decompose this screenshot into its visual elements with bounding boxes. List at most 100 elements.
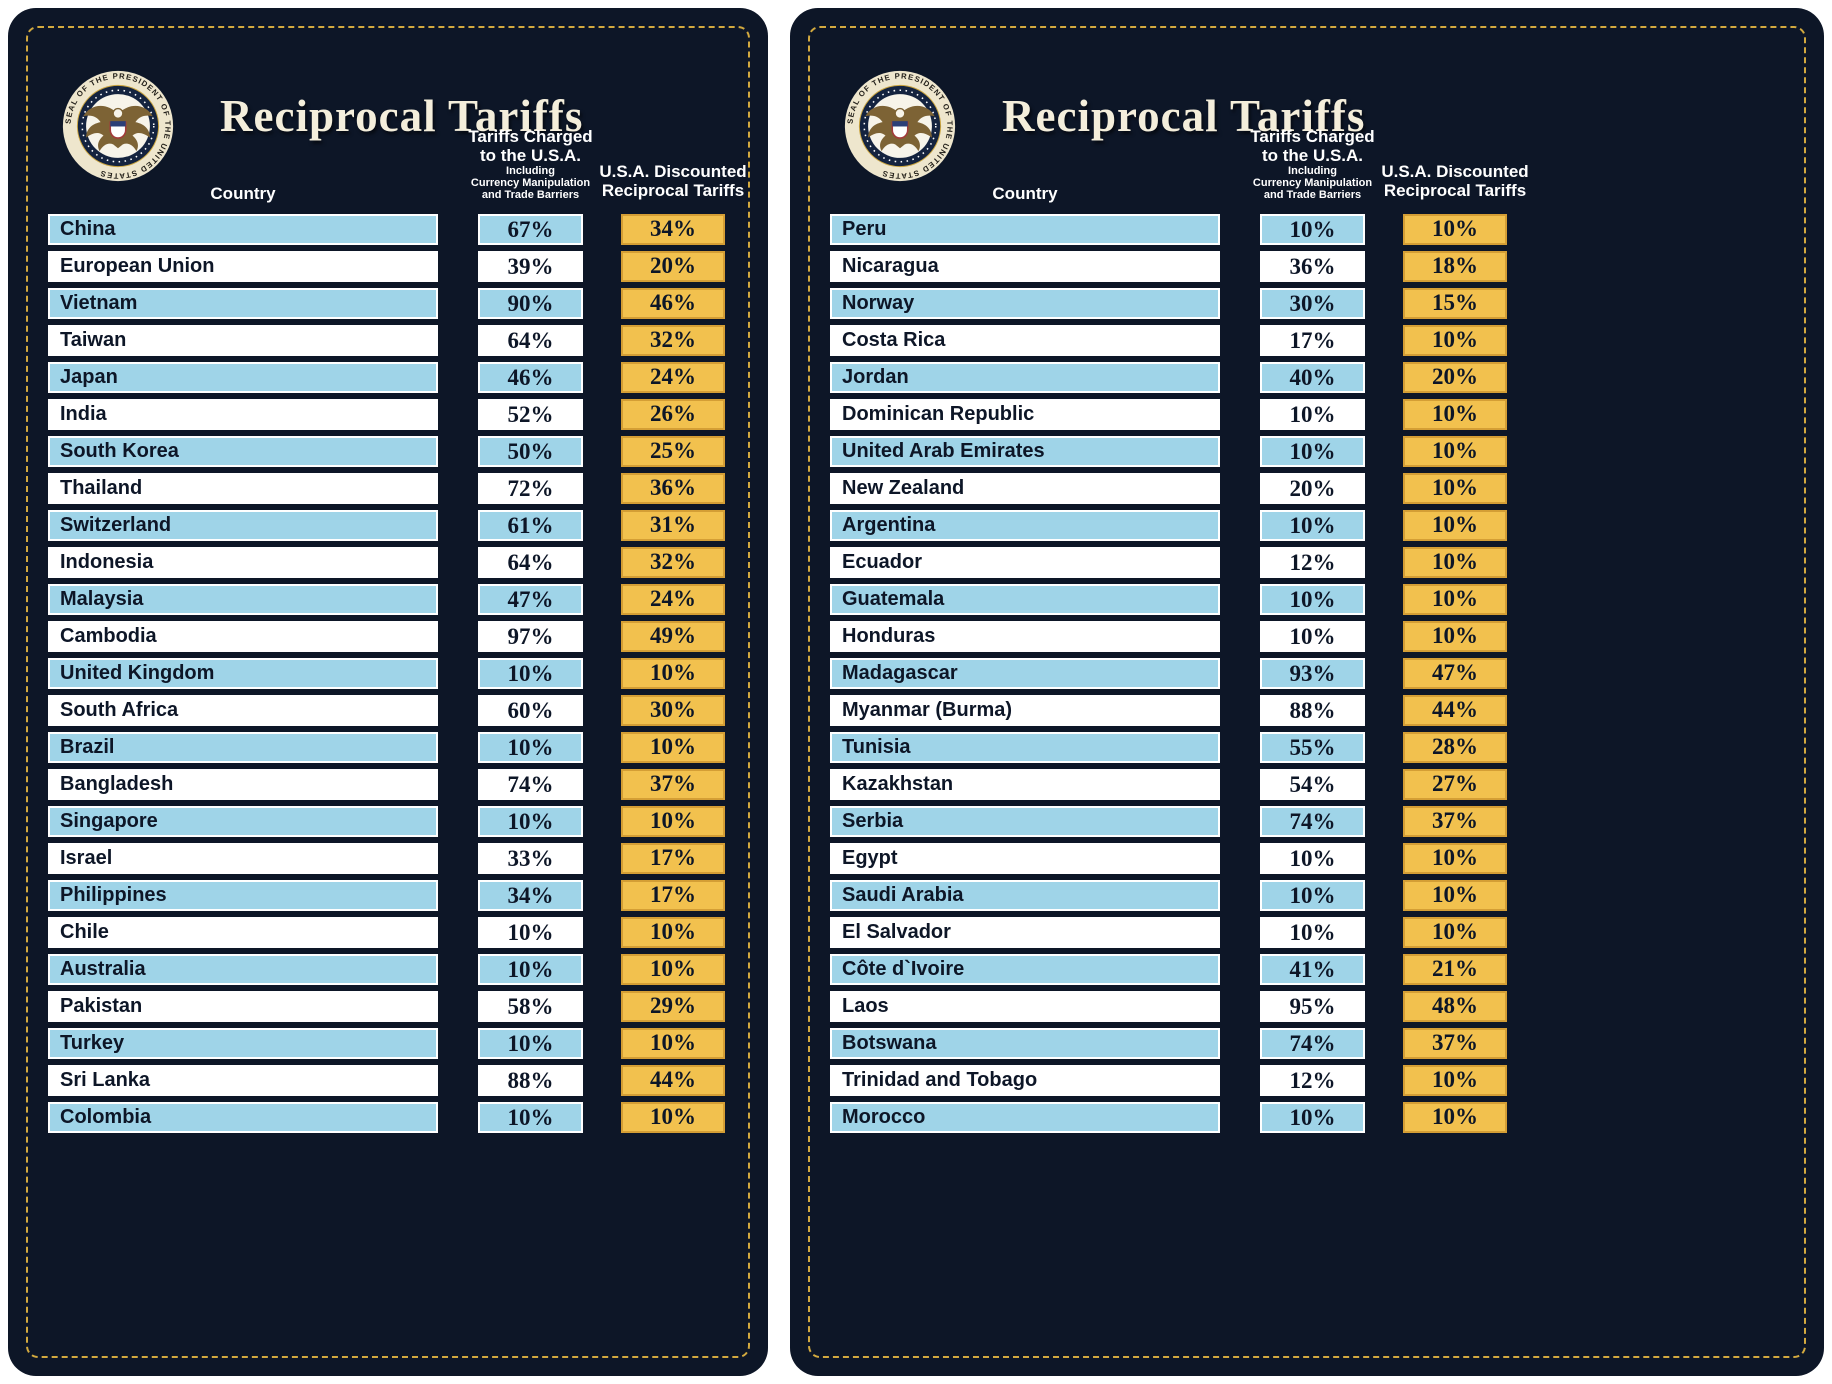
country-cell: Australia xyxy=(48,954,438,985)
tariff-discounted-cell: 18% xyxy=(1403,251,1507,282)
table-row: Kazakhstan 54% 27% xyxy=(830,769,1507,800)
tariff-charged-cell: 10% xyxy=(1260,510,1365,541)
tariff-charged-cell: 10% xyxy=(478,732,583,763)
tariffs-panel-left: SEAL OF THE PRESIDENT OF THE UNITED STAT… xyxy=(8,8,768,1376)
country-cell: Sri Lanka xyxy=(48,1065,438,1096)
tariff-discounted-cell: 10% xyxy=(1403,843,1507,874)
country-cell: Egypt xyxy=(830,843,1220,874)
country-cell: Myanmar (Burma) xyxy=(830,695,1220,726)
tariff-charged-cell: 74% xyxy=(1260,806,1365,837)
tariff-charged-cell: 72% xyxy=(478,473,583,504)
country-cell: Madagascar xyxy=(830,658,1220,689)
tariff-discounted-cell: 44% xyxy=(1403,695,1507,726)
country-cell: Singapore xyxy=(48,806,438,837)
tariff-discounted-cell: 20% xyxy=(621,251,725,282)
country-cell: Honduras xyxy=(830,621,1220,652)
tariff-discounted-cell: 10% xyxy=(1403,1065,1507,1096)
tariff-charged-cell: 93% xyxy=(1260,658,1365,689)
table-row: Tunisia 55% 28% xyxy=(830,732,1507,763)
tariff-charged-cell: 95% xyxy=(1260,991,1365,1022)
tariff-discounted-cell: 10% xyxy=(1403,436,1507,467)
country-cell: Ecuador xyxy=(830,547,1220,578)
tariff-discounted-cell: 10% xyxy=(621,732,725,763)
tariff-discounted-cell: 24% xyxy=(621,362,725,393)
table-row: Sri Lanka 88% 44% xyxy=(48,1065,725,1096)
tariff-charged-cell: 64% xyxy=(478,547,583,578)
tariff-charged-cell: 10% xyxy=(478,917,583,948)
table-row: Pakistan 58% 29% xyxy=(48,991,725,1022)
table-row: Ecuador 12% 10% xyxy=(830,547,1507,578)
tariff-discounted-cell: 24% xyxy=(621,584,725,615)
country-cell: Colombia xyxy=(48,1102,438,1133)
tariff-charged-cell: 17% xyxy=(1260,325,1365,356)
column-header-tariffs-charged: Tariffs Charged to the U.S.A. Including … xyxy=(445,127,616,201)
tariff-charged-cell: 52% xyxy=(478,399,583,430)
country-cell: Côte d`Ivoire xyxy=(830,954,1220,985)
tariff-charged-cell: 33% xyxy=(478,843,583,874)
country-cell: Costa Rica xyxy=(830,325,1220,356)
tariff-charged-cell: 10% xyxy=(478,954,583,985)
country-cell: Switzerland xyxy=(48,510,438,541)
tariff-charged-cell: 41% xyxy=(1260,954,1365,985)
table-row: Israel 33% 17% xyxy=(48,843,725,874)
table-row: Philippines 34% 17% xyxy=(48,880,725,911)
table-row: Thailand 72% 36% xyxy=(48,473,725,504)
table-row: Honduras 10% 10% xyxy=(830,621,1507,652)
country-cell: Japan xyxy=(48,362,438,393)
country-cell: Vietnam xyxy=(48,288,438,319)
table-row: Switzerland 61% 31% xyxy=(48,510,725,541)
tariff-discounted-cell: 29% xyxy=(621,991,725,1022)
table-row: India 52% 26% xyxy=(48,399,725,430)
tariff-discounted-cell: 10% xyxy=(1403,510,1507,541)
table-row: Laos 95% 48% xyxy=(830,991,1507,1022)
country-cell: United Kingdom xyxy=(48,658,438,689)
column-header-tariffs-charged: Tariffs Charged to the U.S.A. Including … xyxy=(1227,127,1398,201)
table-row: United Arab Emirates 10% 10% xyxy=(830,436,1507,467)
tariff-discounted-cell: 10% xyxy=(1403,547,1507,578)
table-row: Serbia 74% 37% xyxy=(830,806,1507,837)
tariff-discounted-cell: 47% xyxy=(1403,658,1507,689)
presidential-seal: SEAL OF THE PRESIDENT OF THE UNITED STAT… xyxy=(60,68,176,184)
country-cell: Dominican Republic xyxy=(830,399,1220,430)
country-cell: Jordan xyxy=(830,362,1220,393)
table-row: Bangladesh 74% 37% xyxy=(48,769,725,800)
table-row: Singapore 10% 10% xyxy=(48,806,725,837)
tariff-charged-cell: 55% xyxy=(1260,732,1365,763)
country-cell: India xyxy=(48,399,438,430)
tariff-charged-cell: 10% xyxy=(1260,917,1365,948)
panel-title: Reciprocal Tariffs xyxy=(1002,91,1366,141)
table-row: Côte d`Ivoire 41% 21% xyxy=(830,954,1507,985)
country-cell: South Africa xyxy=(48,695,438,726)
country-cell: Bangladesh xyxy=(48,769,438,800)
table-row: Botswana 74% 37% xyxy=(830,1028,1507,1059)
tariff-charged-cell: 67% xyxy=(478,214,583,245)
country-cell: Serbia xyxy=(830,806,1220,837)
table-row: Costa Rica 17% 10% xyxy=(830,325,1507,356)
tariff-discounted-cell: 17% xyxy=(621,843,725,874)
tariff-discounted-cell: 10% xyxy=(1403,473,1507,504)
header-line: to the U.S.A. xyxy=(479,146,582,165)
table-row: Guatemala 10% 10% xyxy=(830,584,1507,615)
table-row: South Korea 50% 25% xyxy=(48,436,725,467)
tariff-discounted-cell: 21% xyxy=(1403,954,1507,985)
tariff-charged-cell: 10% xyxy=(1260,843,1365,874)
table-row: Saudi Arabia 10% 10% xyxy=(830,880,1507,911)
country-cell: Cambodia xyxy=(48,621,438,652)
country-cell: United Arab Emirates xyxy=(830,436,1220,467)
tariff-discounted-cell: 10% xyxy=(621,1102,725,1133)
panel-title: Reciprocal Tariffs xyxy=(220,91,584,141)
tariff-charged-cell: 54% xyxy=(1260,769,1365,800)
tariff-charged-cell: 10% xyxy=(478,1102,583,1133)
table-row: Malaysia 47% 24% xyxy=(48,584,725,615)
tariff-charged-cell: 36% xyxy=(1260,251,1365,282)
presidential-seal: SEAL OF THE PRESIDENT OF THE UNITED STAT… xyxy=(842,68,958,184)
panel-content: SEAL OF THE PRESIDENT OF THE UNITED STAT… xyxy=(48,32,747,1352)
header-line: Including xyxy=(506,165,555,177)
country-cell: Laos xyxy=(830,991,1220,1022)
tariff-discounted-cell: 44% xyxy=(621,1065,725,1096)
country-cell: Argentina xyxy=(830,510,1220,541)
tariff-charged-cell: 10% xyxy=(478,1028,583,1059)
table-row: Argentina 10% 10% xyxy=(830,510,1507,541)
tariff-charged-cell: 46% xyxy=(478,362,583,393)
country-cell: Nicaragua xyxy=(830,251,1220,282)
